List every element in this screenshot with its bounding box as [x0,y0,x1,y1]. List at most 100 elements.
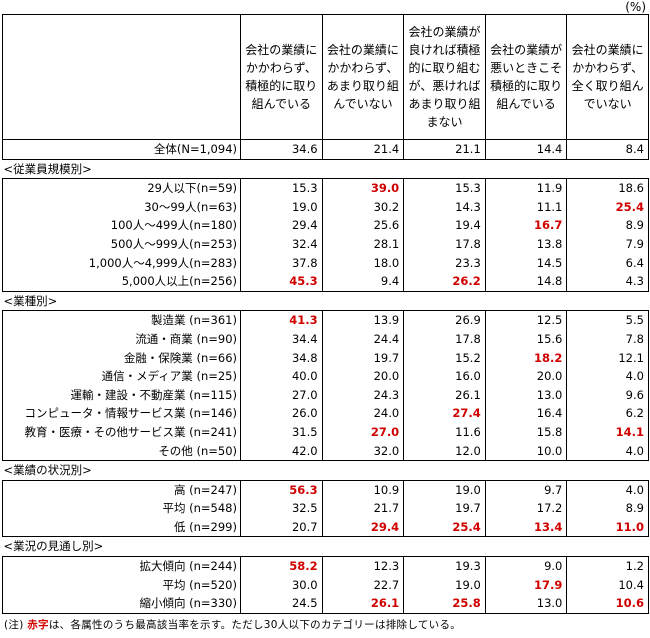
table-row: 500人～999人(n=253) 32.4 28.1 17.8 13.8 7.9 [2,234,649,254]
value-cell: 12.3 [321,556,404,576]
value-cell: 31.5 [240,422,323,442]
value-cell: 17.8 [403,234,486,254]
value-cell: 20.0 [484,367,567,386]
value-cell: 29.4 [240,216,323,235]
footnote: (注) 赤字は、各属性のうち最高該当率を示す。ただし30人以下のカテゴリーは排除… [4,617,461,632]
value-cell: 25.6 [321,216,404,235]
row-label: 流通・商業 (n=90) [2,329,241,349]
footnote-red-text: 赤字 [27,619,49,631]
column-header: 会社の業績が悪いときこそ積極的に取り組んでいる [484,14,568,140]
value-cell: 19.7 [403,499,486,518]
table-row: コンピュータ・情報サービス業 (n=146) 26.0 24.0 27.4 16.4 6.… [2,404,649,423]
row-label: 教育・医療・その他サービス業 (n=241) [2,422,241,442]
value-cell: 9.4 [321,272,404,292]
value-cell: 10.9 [321,480,404,500]
value-cell: 8.9 [566,216,649,235]
table-row: 通信・メディア業 (n=25) 40.0 20.0 16.0 20.0 4.0 [2,367,649,386]
row-label: 500人～999人(n=253) [2,234,241,254]
table-row: 製造業 (n=361) 41.3 13.9 26.9 12.5 5.5 [2,310,649,330]
value-cell: 17.8 [403,329,486,349]
table-body: 会社の業績にかかわらず、積極的に取り組んでいる 会社の業績にかかわらず、あまり取… [2,14,649,614]
unit-label: (%) [625,0,646,14]
value-cell: 45.3 [240,272,323,292]
value-cell: 11.9 [484,178,567,198]
value-cell: 7.9 [566,234,649,254]
value-cell: 30.0 [240,575,323,595]
survey-table: 会社の業績にかかわらず、積極的に取り組んでいる 会社の業績にかかわらず、あまり取… [2,14,649,614]
table-row: 高 (n=247) 56.3 10.9 19.0 9.7 4.0 [2,480,649,500]
footnote-prefix: (注) [4,619,24,631]
value-cell: 32.0 [321,441,404,462]
row-label: 高 (n=247) [2,480,241,500]
value-cell: 1.2 [566,556,649,576]
value-cell: 11.0 [566,517,649,538]
value-cell: 39.0 [321,178,404,198]
value-cell: 15.2 [403,348,486,368]
value-cell: 20.0 [321,367,404,386]
value-cell: 4.0 [566,367,649,386]
value-cell: 37.8 [240,253,323,273]
value-cell: 6.4 [566,253,649,273]
value-cell: 18.6 [566,178,649,198]
table-row: 全体(N=1,094) 34.6 21.4 21.1 14.4 8.4 [2,139,649,160]
category-row: <業績の状況別> [2,460,649,481]
row-label: 5,000人以上(n=256) [2,272,241,292]
row-label: 通信・メディア業 (n=25) [2,367,241,386]
footnote-text: は、各属性のうち最高該当率を示す。ただし30人以下のカテゴリーは排除している。 [48,619,462,631]
value-cell: 24.5 [240,594,323,614]
value-cell: 17.9 [484,575,567,595]
value-cell: 24.0 [321,404,404,423]
table-row: 拡大傾向 (n=244) 58.2 12.3 19.3 9.0 1.2 [2,556,649,576]
value-cell: 34.8 [240,348,323,368]
value-cell: 5.5 [566,310,649,330]
value-cell: 13.0 [484,594,567,614]
row-label: 平均 (n=520) [2,575,241,595]
value-cell: 24.4 [321,329,404,349]
row-label: 全体(N=1,094) [2,139,241,160]
column-header: 会社の業績にかかわらず、全く取り組んでいない [566,14,649,140]
table-row: 1,000人～4,999人(n=283) 37.8 18.0 23.3 14.5 6.4 [2,253,649,273]
value-cell: 24.3 [321,385,404,405]
value-cell: 13.4 [484,517,567,538]
category-title: <業績の状況別> [2,460,649,481]
value-cell: 26.1 [321,594,404,614]
value-cell: 27.0 [321,422,404,442]
value-cell: 15.3 [240,178,323,198]
value-cell: 28.1 [321,234,404,254]
value-cell: 40.0 [240,367,323,386]
value-cell: 12.1 [566,348,649,368]
category-title: <業況の見通し別> [2,536,649,558]
row-label: その他 (n=50) [2,441,241,462]
value-cell: 26.0 [240,404,323,423]
value-cell: 13.9 [321,310,404,330]
value-cell: 32.5 [240,499,323,518]
value-cell: 19.3 [403,556,486,576]
value-cell: 18.0 [321,253,404,273]
category-row: <業況の見通し別> [2,536,649,558]
value-cell: 56.3 [240,480,323,500]
table-row: 100人～499人(n=180) 29.4 25.6 19.4 16.7 8.9 [2,216,649,235]
row-label: 30～99人(n=63) [2,197,241,217]
value-cell: 30.2 [321,197,404,217]
value-cell: 13.0 [484,385,567,405]
value-cell: 6.2 [566,404,649,423]
table-row: 金融・保険業 (n=66) 34.8 19.7 15.2 18.2 12.1 [2,348,649,368]
value-cell: 7.8 [566,329,649,349]
value-cell: 14.3 [403,197,486,217]
value-cell: 10.4 [566,575,649,595]
value-cell: 19.4 [403,216,486,235]
value-cell: 8.9 [566,499,649,518]
value-cell: 11.6 [403,422,486,442]
table-row: 5,000人以上(n=256) 45.3 9.4 26.2 14.8 4.3 [2,272,649,292]
table-row: 平均 (n=548) 32.5 21.7 19.7 17.2 8.9 [2,499,649,518]
value-cell: 14.5 [484,253,567,273]
value-cell: 32.4 [240,234,323,254]
row-label: 金融・保険業 (n=66) [2,348,241,368]
value-cell: 26.2 [403,272,486,292]
value-cell: 19.0 [403,480,486,500]
column-header: 会社の業績にかかわらず、積極的に取り組んでいる [240,14,323,140]
value-cell: 17.2 [484,499,567,518]
value-cell: 34.4 [240,329,323,349]
row-label: 運輸・建設・不動産業 (n=115) [2,385,241,405]
value-cell: 12.5 [484,310,567,330]
